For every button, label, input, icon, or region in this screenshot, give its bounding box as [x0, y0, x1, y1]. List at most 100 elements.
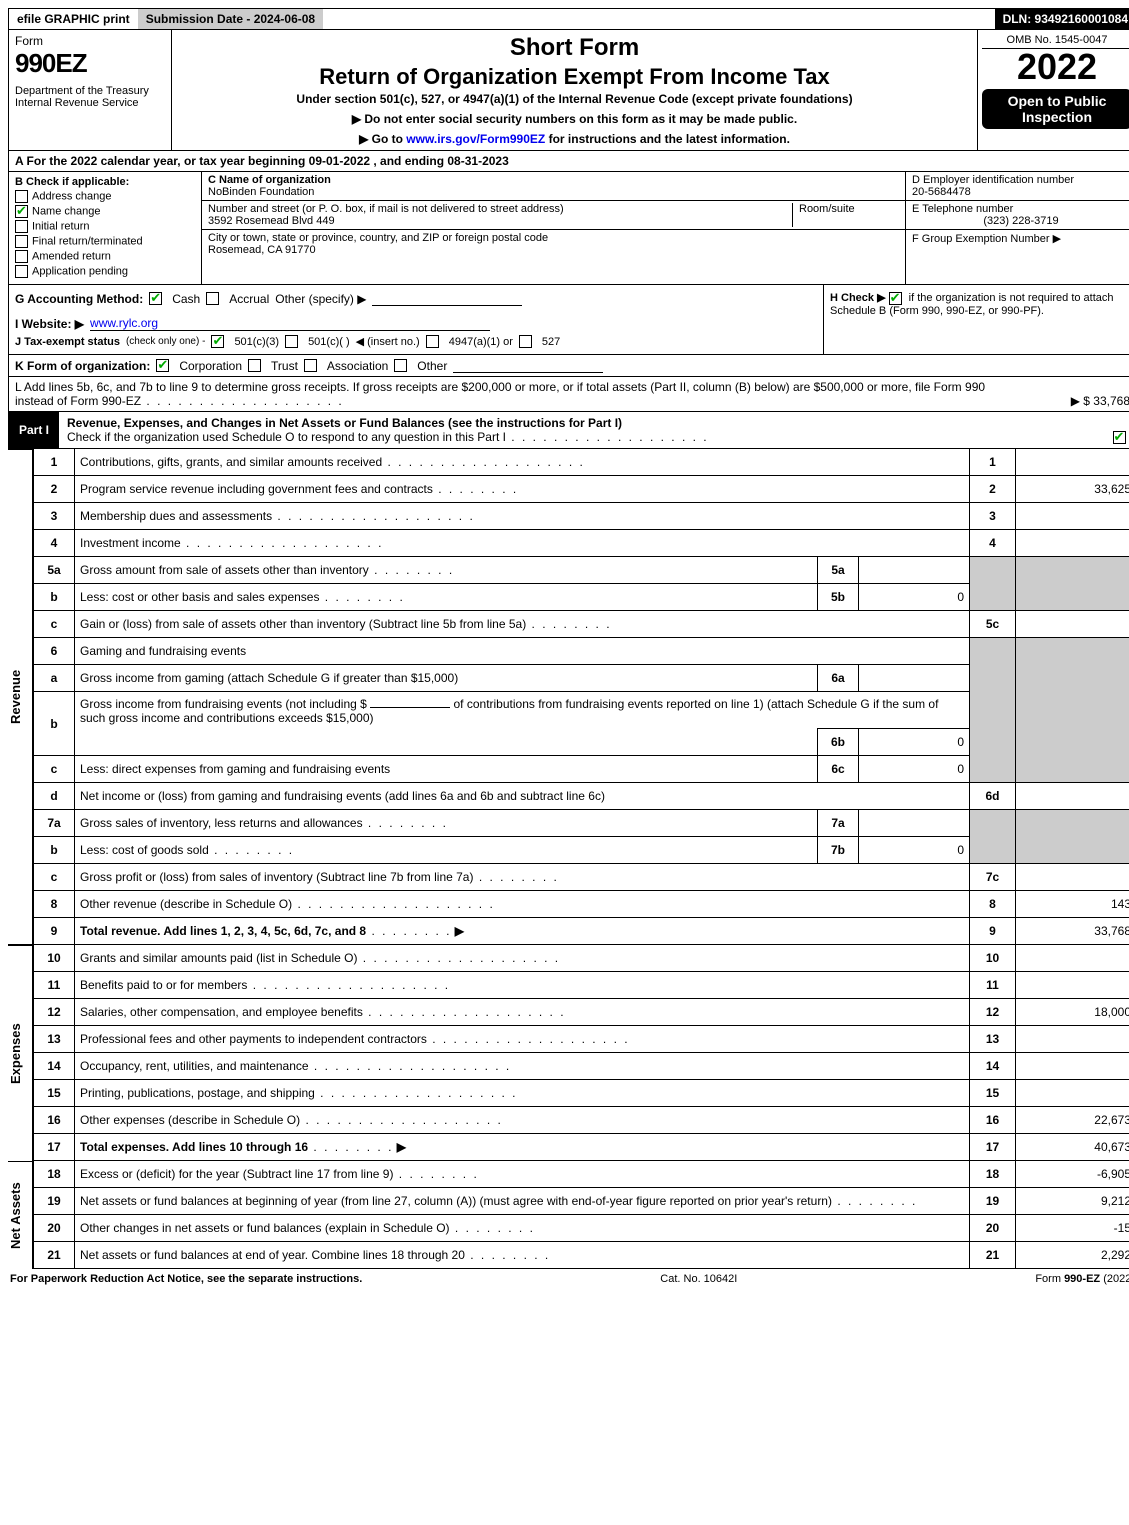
revenue-table: 1 Contributions, gifts, grants, and simi…	[33, 449, 1129, 945]
h-label: H Check ▶	[830, 292, 886, 304]
irs-link[interactable]: www.irs.gov/Form990EZ	[406, 132, 545, 146]
line-5b: b Less: cost or other basis and sales ex…	[34, 584, 1129, 611]
k-corp: Corporation	[179, 359, 242, 373]
j-527: 527	[542, 336, 560, 348]
j-501c: 501(c)( )	[308, 336, 350, 348]
part1-check-icon[interactable]	[1113, 431, 1126, 444]
check-initial[interactable]: Initial return	[15, 220, 195, 233]
c-name-label: C Name of organization	[208, 174, 331, 186]
g-label: G Accounting Method:	[15, 292, 143, 306]
line-19: 19 Net assets or fund balances at beginn…	[34, 1188, 1129, 1215]
expenses-side-label: Expenses	[8, 945, 33, 1161]
g-other: Other (specify) ▶	[275, 292, 366, 306]
check-icon	[15, 205, 28, 218]
line-15: 15 Printing, publications, postage, and …	[34, 1080, 1129, 1107]
top-bar-spacer	[323, 9, 994, 29]
arrow-icon: ▶	[397, 1140, 406, 1154]
line-8: 8 Other revenue (describe in Schedule O)…	[34, 891, 1129, 918]
line-6: 6 Gaming and fundraising events	[34, 638, 1129, 665]
line-6b-box: 6b 0	[34, 729, 1129, 756]
k-other-check[interactable]	[394, 359, 407, 372]
row-i: I Website: ▶ www.rylc.org	[15, 316, 817, 331]
expenses-table: 10 Grants and similar amounts paid (list…	[33, 945, 1129, 1161]
j-sub: (check only one) -	[126, 336, 205, 347]
note-goto: ▶ Go to www.irs.gov/Form990EZ for instru…	[182, 132, 967, 146]
part1-label: Part I	[9, 412, 59, 448]
check-amended[interactable]: Amended return	[15, 250, 195, 263]
line-9: 9 Total revenue. Add lines 1, 2, 3, 4, 5…	[34, 918, 1129, 945]
expenses-section: Expenses 10 Grants and similar amounts p…	[8, 945, 1129, 1161]
note-ssn: ▶ Do not enter social security numbers o…	[182, 112, 967, 126]
line-13: 13 Professional fees and other payments …	[34, 1026, 1129, 1053]
k-trust: Trust	[271, 359, 298, 373]
j-501c-check[interactable]	[285, 335, 298, 348]
footer-left: For Paperwork Reduction Act Notice, see …	[10, 1273, 362, 1285]
group-cell: F Group Exemption Number ▶	[906, 230, 1129, 284]
footer-right: Form 990-EZ (2022)	[1035, 1273, 1129, 1285]
ein-cell: D Employer identification number 20-5684…	[906, 172, 1129, 201]
part1-checkbox-cell	[1106, 412, 1129, 448]
line-6c: c Less: direct expenses from gaming and …	[34, 756, 1129, 783]
j-501c3-check[interactable]	[211, 335, 224, 348]
check-name[interactable]: Name change	[15, 205, 195, 218]
line-6a: a Gross income from gaming (attach Sched…	[34, 665, 1129, 692]
row-j: J Tax-exempt status (check only one) - 5…	[15, 335, 817, 348]
irs-label: Internal Revenue Service	[15, 97, 165, 109]
top-bar: efile GRAPHIC print Submission Date - 20…	[8, 8, 1129, 30]
b-title: B Check if applicable:	[15, 176, 195, 188]
main-title: Return of Organization Exempt From Incom…	[182, 64, 967, 90]
line-14: 14 Occupancy, rent, utilities, and maint…	[34, 1053, 1129, 1080]
j-insert: ◀ (insert no.)	[356, 335, 420, 348]
revenue-section: Revenue 1 Contributions, gifts, grants, …	[8, 449, 1129, 945]
street-label: Number and street (or P. O. box, if mail…	[208, 203, 564, 215]
org-name-cell: C Name of organization NoBinden Foundati…	[202, 172, 905, 201]
submission-date: Submission Date - 2024-06-08	[138, 9, 323, 29]
city-cell: City or town, state or province, country…	[202, 230, 905, 258]
block-bcd: B Check if applicable: Address change Na…	[8, 172, 1129, 285]
group-label: F Group Exemption Number ▶	[912, 233, 1061, 245]
k-assoc-check[interactable]	[304, 359, 317, 372]
row-a-tax-year: A For the 2022 calendar year, or tax yea…	[8, 151, 1129, 172]
line-7b: b Less: cost of goods sold 7b 0	[34, 837, 1129, 864]
j-4947-check[interactable]	[426, 335, 439, 348]
header-center: Short Form Return of Organization Exempt…	[172, 30, 977, 150]
footer-center: Cat. No. 10642I	[660, 1273, 737, 1285]
line-7a: 7a Gross sales of inventory, less return…	[34, 810, 1129, 837]
k-trust-check[interactable]	[248, 359, 261, 372]
accrual-check[interactable]	[206, 292, 219, 305]
header-right: OMB No. 1545-0047 2022 Open to Public In…	[977, 30, 1129, 150]
col-d-ids: D Employer identification number 20-5684…	[905, 172, 1129, 284]
k-other: Other	[417, 359, 447, 373]
check-pending[interactable]: Application pending	[15, 265, 195, 278]
row-l: L Add lines 5b, 6c, and 7b to line 9 to …	[8, 377, 1129, 412]
col-c-org: C Name of organization NoBinden Foundati…	[202, 172, 905, 284]
check-final[interactable]: Final return/terminated	[15, 235, 195, 248]
6b-blank[interactable]	[370, 695, 450, 708]
j-label: J Tax-exempt status	[15, 336, 120, 348]
h-check-icon[interactable]	[889, 292, 902, 305]
cash-check-icon[interactable]	[149, 292, 162, 305]
line-4: 4 Investment income 4	[34, 530, 1129, 557]
left-ghij: G Accounting Method: Cash Accrual Other …	[9, 285, 823, 354]
col-b-checkboxes: B Check if applicable: Address change Na…	[9, 172, 202, 284]
efile-label[interactable]: efile GRAPHIC print	[9, 9, 138, 29]
website-link[interactable]: www.rylc.org	[90, 316, 490, 331]
row-h: H Check ▶ if the organization is not req…	[823, 285, 1129, 354]
j-527-check[interactable]	[519, 335, 532, 348]
l-text: L Add lines 5b, 6c, and 7b to line 9 to …	[15, 380, 1010, 408]
net-assets-section: Net Assets 18 Excess or (deficit) for th…	[8, 1161, 1129, 1269]
g-other-input[interactable]	[372, 291, 522, 306]
net-side-label: Net Assets	[8, 1161, 33, 1269]
subtitle: Under section 501(c), 527, or 4947(a)(1)…	[182, 92, 967, 106]
k-corp-check[interactable]	[156, 359, 169, 372]
check-address[interactable]: Address change	[15, 190, 195, 203]
k-other-input[interactable]	[453, 358, 603, 373]
g-cash: Cash	[172, 292, 200, 306]
street-cell: Number and street (or P. O. box, if mail…	[202, 201, 905, 230]
room-label: Room/suite	[799, 203, 855, 215]
line-6b-text: b Gross income from fundraising events (…	[34, 692, 1129, 729]
line-5c: c Gain or (loss) from sale of assets oth…	[34, 611, 1129, 638]
line-1: 1 Contributions, gifts, grants, and simi…	[34, 449, 1129, 476]
row-g: G Accounting Method: Cash Accrual Other …	[15, 291, 817, 306]
part1-check-text: Check if the organization used Schedule …	[67, 430, 709, 444]
